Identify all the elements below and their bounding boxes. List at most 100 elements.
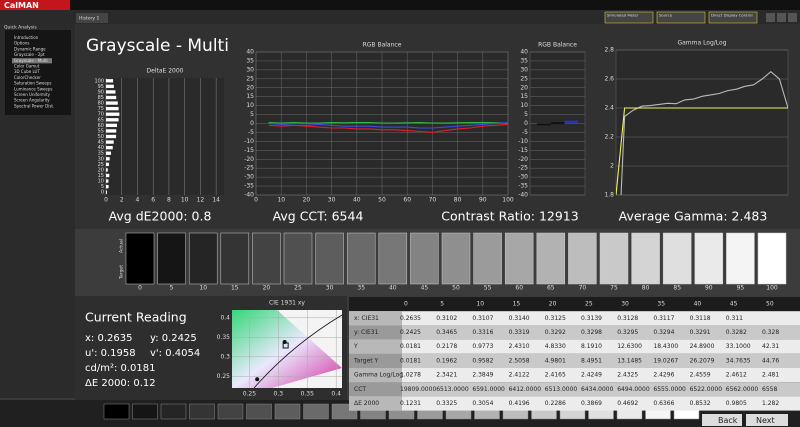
- control[interactable]: [708, 11, 758, 24]
- x-tick-label: 30: [328, 197, 336, 204]
- tab[interactable]: [76, 13, 108, 23]
- table-row: [349, 382, 800, 397]
- swatch-label: 5: [170, 285, 174, 292]
- control[interactable]: [656, 11, 706, 24]
- table-row-label: ΔE 2000: [354, 400, 379, 407]
- control-label[interactable]: Direct Display Control: [711, 13, 753, 18]
- sidebar-item[interactable]: Grayscale - 2pt: [14, 52, 45, 57]
- sidebar-item[interactable]: Saturation Sweeps: [14, 81, 51, 86]
- table-header: 40: [694, 301, 702, 308]
- sidebar-item[interactable]: Spectral Power Dist.: [14, 103, 54, 108]
- bar: [106, 190, 107, 194]
- back-label[interactable]: Back: [718, 416, 738, 425]
- strip-swatch[interactable]: [303, 403, 329, 420]
- y-tick-label: 100: [94, 78, 104, 84]
- control[interactable]: [604, 11, 654, 24]
- sidebar-item[interactable]: Introduction: [14, 35, 39, 40]
- y-tick-label: 70: [98, 112, 104, 118]
- y-tick-label: -15: [518, 147, 528, 154]
- table-cell: 4.8330: [545, 343, 566, 350]
- control-label[interactable]: Simulated Meter: [607, 13, 639, 18]
- back-button[interactable]: [702, 414, 742, 426]
- strip-swatch[interactable]: [103, 403, 130, 420]
- next-label[interactable]: Next: [756, 416, 775, 425]
- table-cell: 0.0181: [400, 343, 421, 350]
- reading-item: v': 0.4054: [150, 348, 200, 359]
- swatch-label: 50: [452, 285, 460, 292]
- tab-label[interactable]: History 1: [79, 16, 99, 22]
- y-tick-label: 40: [98, 145, 104, 151]
- table-header: 45: [730, 301, 738, 308]
- sidebar-item[interactable]: Dynamic Range: [14, 46, 46, 51]
- bar: [106, 118, 119, 122]
- sidebar-item[interactable]: Color Gamut: [14, 64, 40, 69]
- table-row-label: Y: [353, 343, 358, 350]
- y-tick-label: 5: [250, 111, 254, 118]
- sidebar-item[interactable]: Options: [14, 41, 29, 46]
- control-label[interactable]: Source: [659, 13, 673, 18]
- x-tick-label: 20: [303, 197, 311, 204]
- strip-swatch[interactable]: [132, 403, 158, 420]
- strip-swatch[interactable]: [246, 403, 272, 420]
- sidebar-item[interactable]: ColorChecker: [14, 75, 41, 80]
- window-button[interactable]: [766, 13, 775, 22]
- table-row-head: [349, 311, 402, 326]
- y-tick-label: 25: [246, 75, 254, 82]
- y-tick-label: 30: [520, 66, 528, 73]
- point: [255, 377, 260, 382]
- swatch-label: 45: [421, 285, 429, 292]
- table-header: 10: [476, 301, 484, 308]
- table-cell: 0.3316: [472, 329, 493, 336]
- chart-title: Gamma Log/Log: [677, 40, 726, 47]
- window-button[interactable]: [788, 13, 797, 22]
- reading-item: cd/m²: 0.0181: [85, 363, 156, 374]
- y-tick-label: 2.8: [604, 47, 614, 54]
- x-tick-label: 10: [277, 197, 285, 204]
- y-tick-label: 30: [98, 156, 104, 162]
- x-tick-label: 100: [502, 197, 514, 204]
- sidebar-item[interactable]: 3D Cube LUT: [14, 69, 40, 74]
- target-label: Target: [119, 265, 125, 280]
- table-cell: 0.3294: [653, 329, 674, 336]
- table-row-head: [349, 353, 402, 368]
- table-cell: 0.3295: [617, 329, 638, 336]
- strip-swatch[interactable]: [160, 403, 187, 420]
- tab-bar: [0, 10, 800, 24]
- table-cell: 2.5058: [509, 357, 530, 364]
- bar: [106, 151, 112, 155]
- strip-swatch[interactable]: [274, 403, 301, 420]
- y-tick-label: 0: [524, 120, 528, 127]
- y-tick-label: 35: [520, 57, 528, 64]
- x-tick-label: 0: [254, 197, 258, 204]
- table-cell: 2.4165: [545, 372, 566, 379]
- planckian-locus: [253, 314, 343, 389]
- sidebar-item[interactable]: Screen Uniformity: [14, 92, 51, 97]
- strip-swatch[interactable]: [217, 403, 244, 420]
- table-cell: 2.4310: [509, 343, 530, 350]
- table-cell: 2.4559: [690, 372, 711, 379]
- sidebar-item[interactable]: Screen Angularity: [14, 98, 50, 103]
- strip-swatch[interactable]: [189, 403, 215, 420]
- window-button[interactable]: [777, 13, 786, 22]
- table-cell: 0.3298: [581, 329, 602, 336]
- table-cell: 0.4196: [509, 400, 530, 407]
- swatch: [346, 232, 376, 285]
- table-cell: 0.2635: [400, 315, 421, 322]
- bar: [106, 184, 109, 189]
- swatch-label: 20: [263, 285, 271, 292]
- table-cell: 0.3139: [581, 315, 602, 322]
- sidebar-item[interactable]: Luminance Sweeps: [14, 86, 53, 91]
- stat: Avg dE2000: 0.8: [109, 209, 212, 224]
- balance-bar: [536, 123, 551, 126]
- table-cell: 8.4951: [581, 357, 602, 364]
- table-cell: 0.9773: [472, 343, 493, 350]
- x-tick-label: 0.4: [331, 391, 341, 398]
- y-tick-label: 10: [246, 102, 254, 109]
- bar: [106, 90, 116, 94]
- table-row-label: x: CIE31: [354, 315, 379, 322]
- table-row: [349, 353, 800, 368]
- next-button[interactable]: [746, 414, 788, 426]
- sidebar-item[interactable]: Grayscale - Multi: [14, 58, 48, 63]
- y-tick-label: 0.4: [220, 314, 230, 321]
